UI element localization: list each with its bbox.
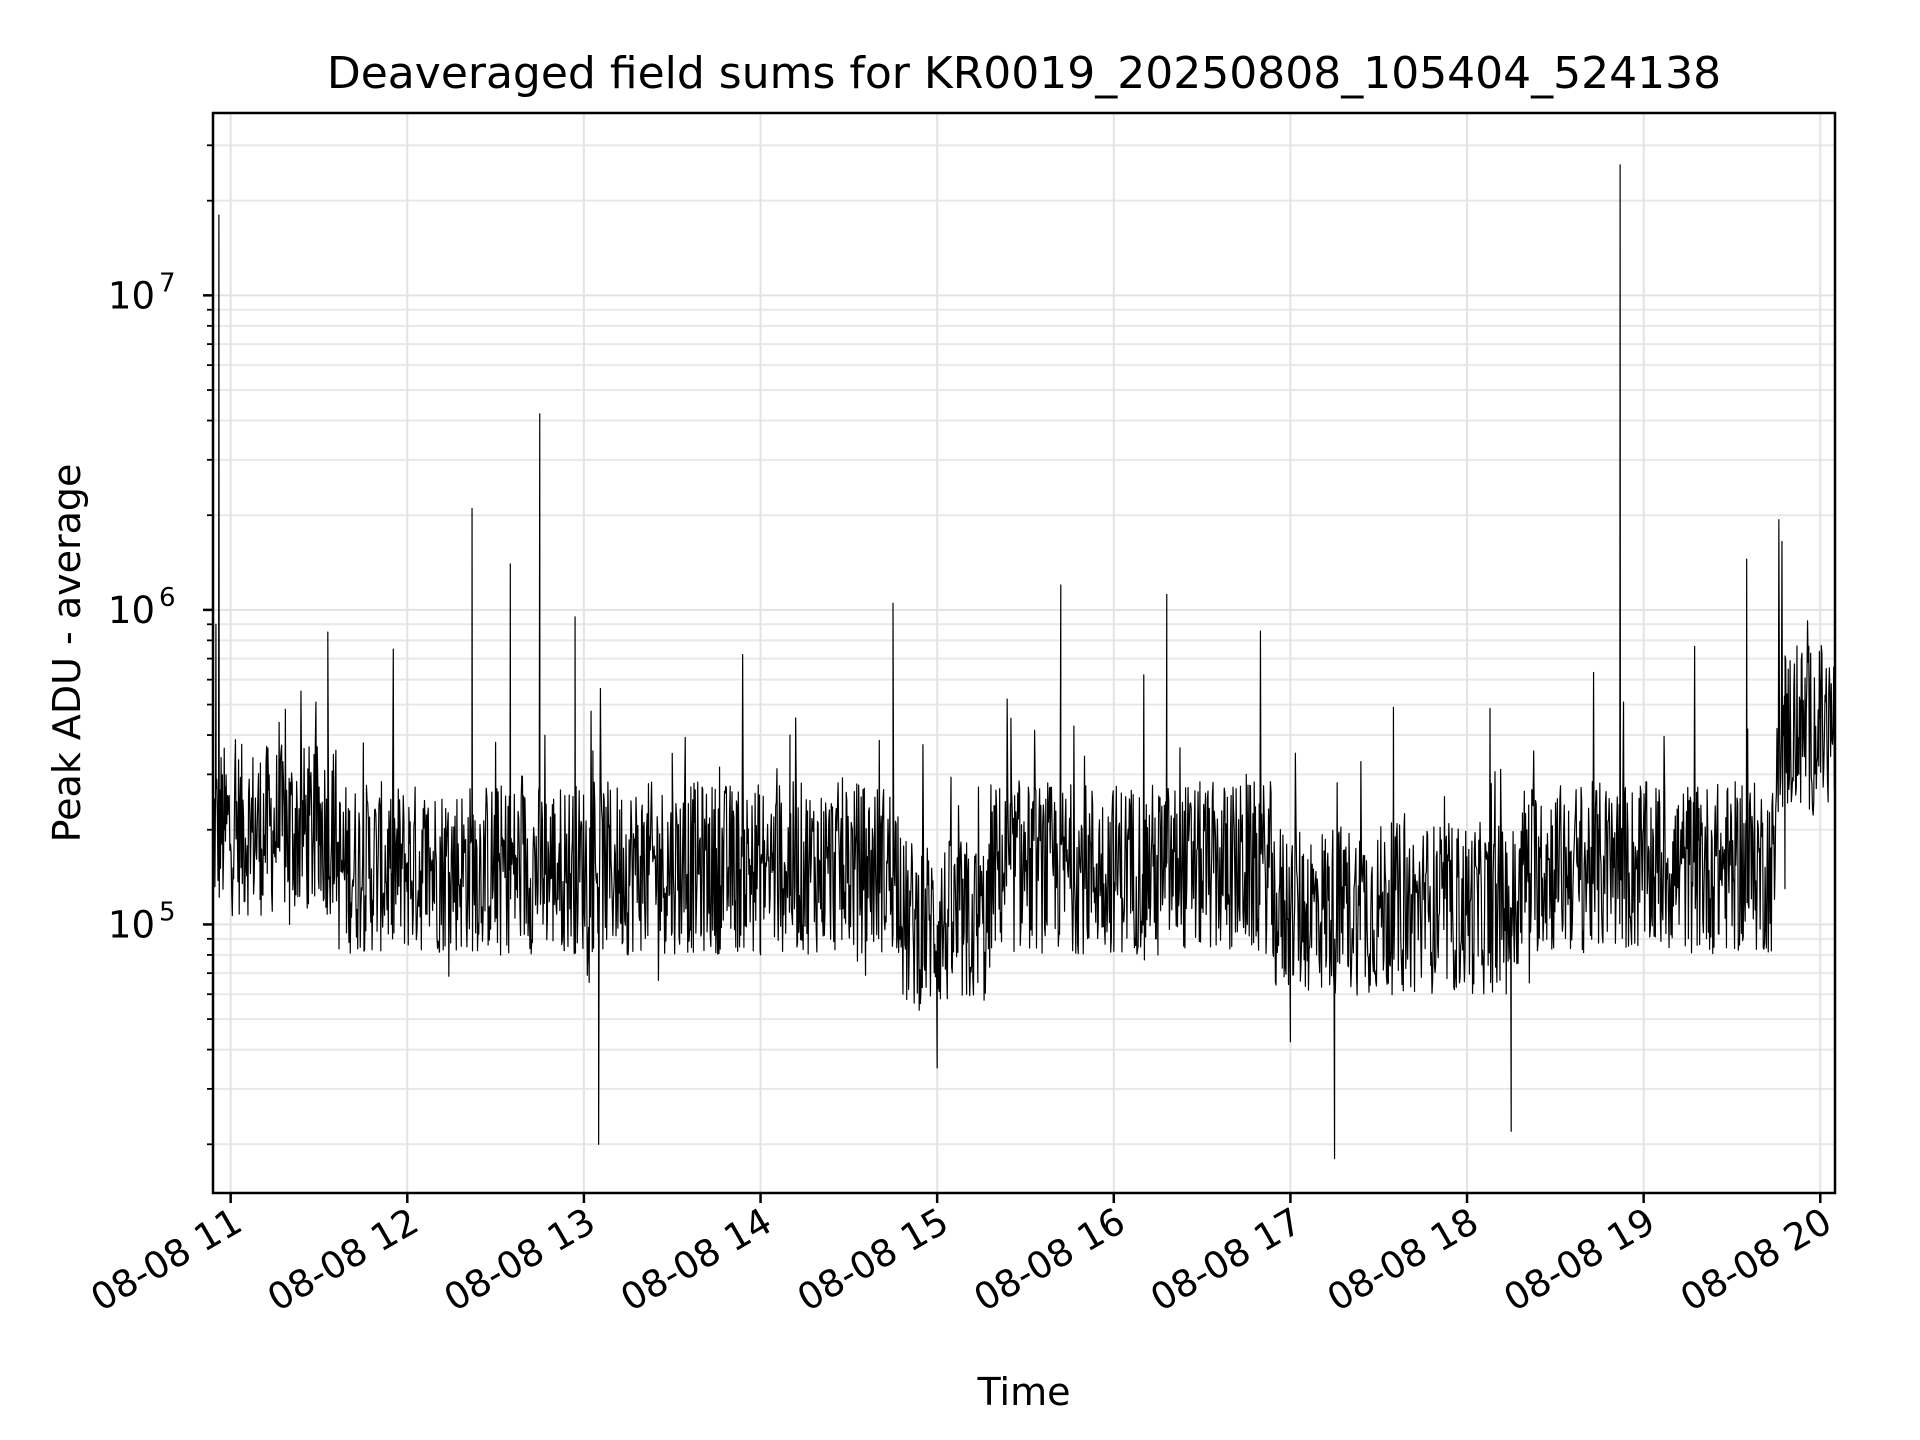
series-line (212, 164, 1836, 1160)
x-tick-label: 08-08 20 (1673, 1200, 1839, 1320)
y-axis-label: Peak ADU - average (45, 464, 89, 843)
y-tick-label: 10 (108, 589, 155, 632)
chart-title: Deaveraged field sums for KR0019_2025080… (327, 48, 1721, 99)
x-tick-label: 08-08 14 (613, 1200, 779, 1320)
x-axis-label: Time (977, 1370, 1071, 1414)
y-tick-exponent: 5 (159, 897, 176, 927)
x-tick-label: 08-08 16 (967, 1200, 1133, 1320)
grid (213, 113, 1835, 1193)
x-tick-label: 08-08 17 (1143, 1200, 1309, 1320)
y-tick-exponent: 7 (159, 268, 176, 298)
y-tick-exponent: 6 (159, 583, 176, 613)
plot-frame (211, 111, 1837, 1195)
series-layer (212, 164, 1836, 1160)
x-tick-label: 08-08 19 (1497, 1200, 1663, 1320)
x-tick-label: 08-08 13 (437, 1200, 603, 1320)
x-axis: 08-08 11 08-08 12 08-08 13 08-08 14 08-08 15… (84, 1193, 1839, 1320)
y-tick-label: 10 (108, 903, 155, 946)
x-tick-label: 08-08 11 (84, 1200, 250, 1320)
y-tick-label: 10 (108, 274, 155, 317)
x-tick-label: 08-08 18 (1320, 1200, 1486, 1320)
x-tick-label: 08-08 12 (260, 1200, 426, 1320)
x-tick-label: 08-08 15 (790, 1200, 956, 1320)
